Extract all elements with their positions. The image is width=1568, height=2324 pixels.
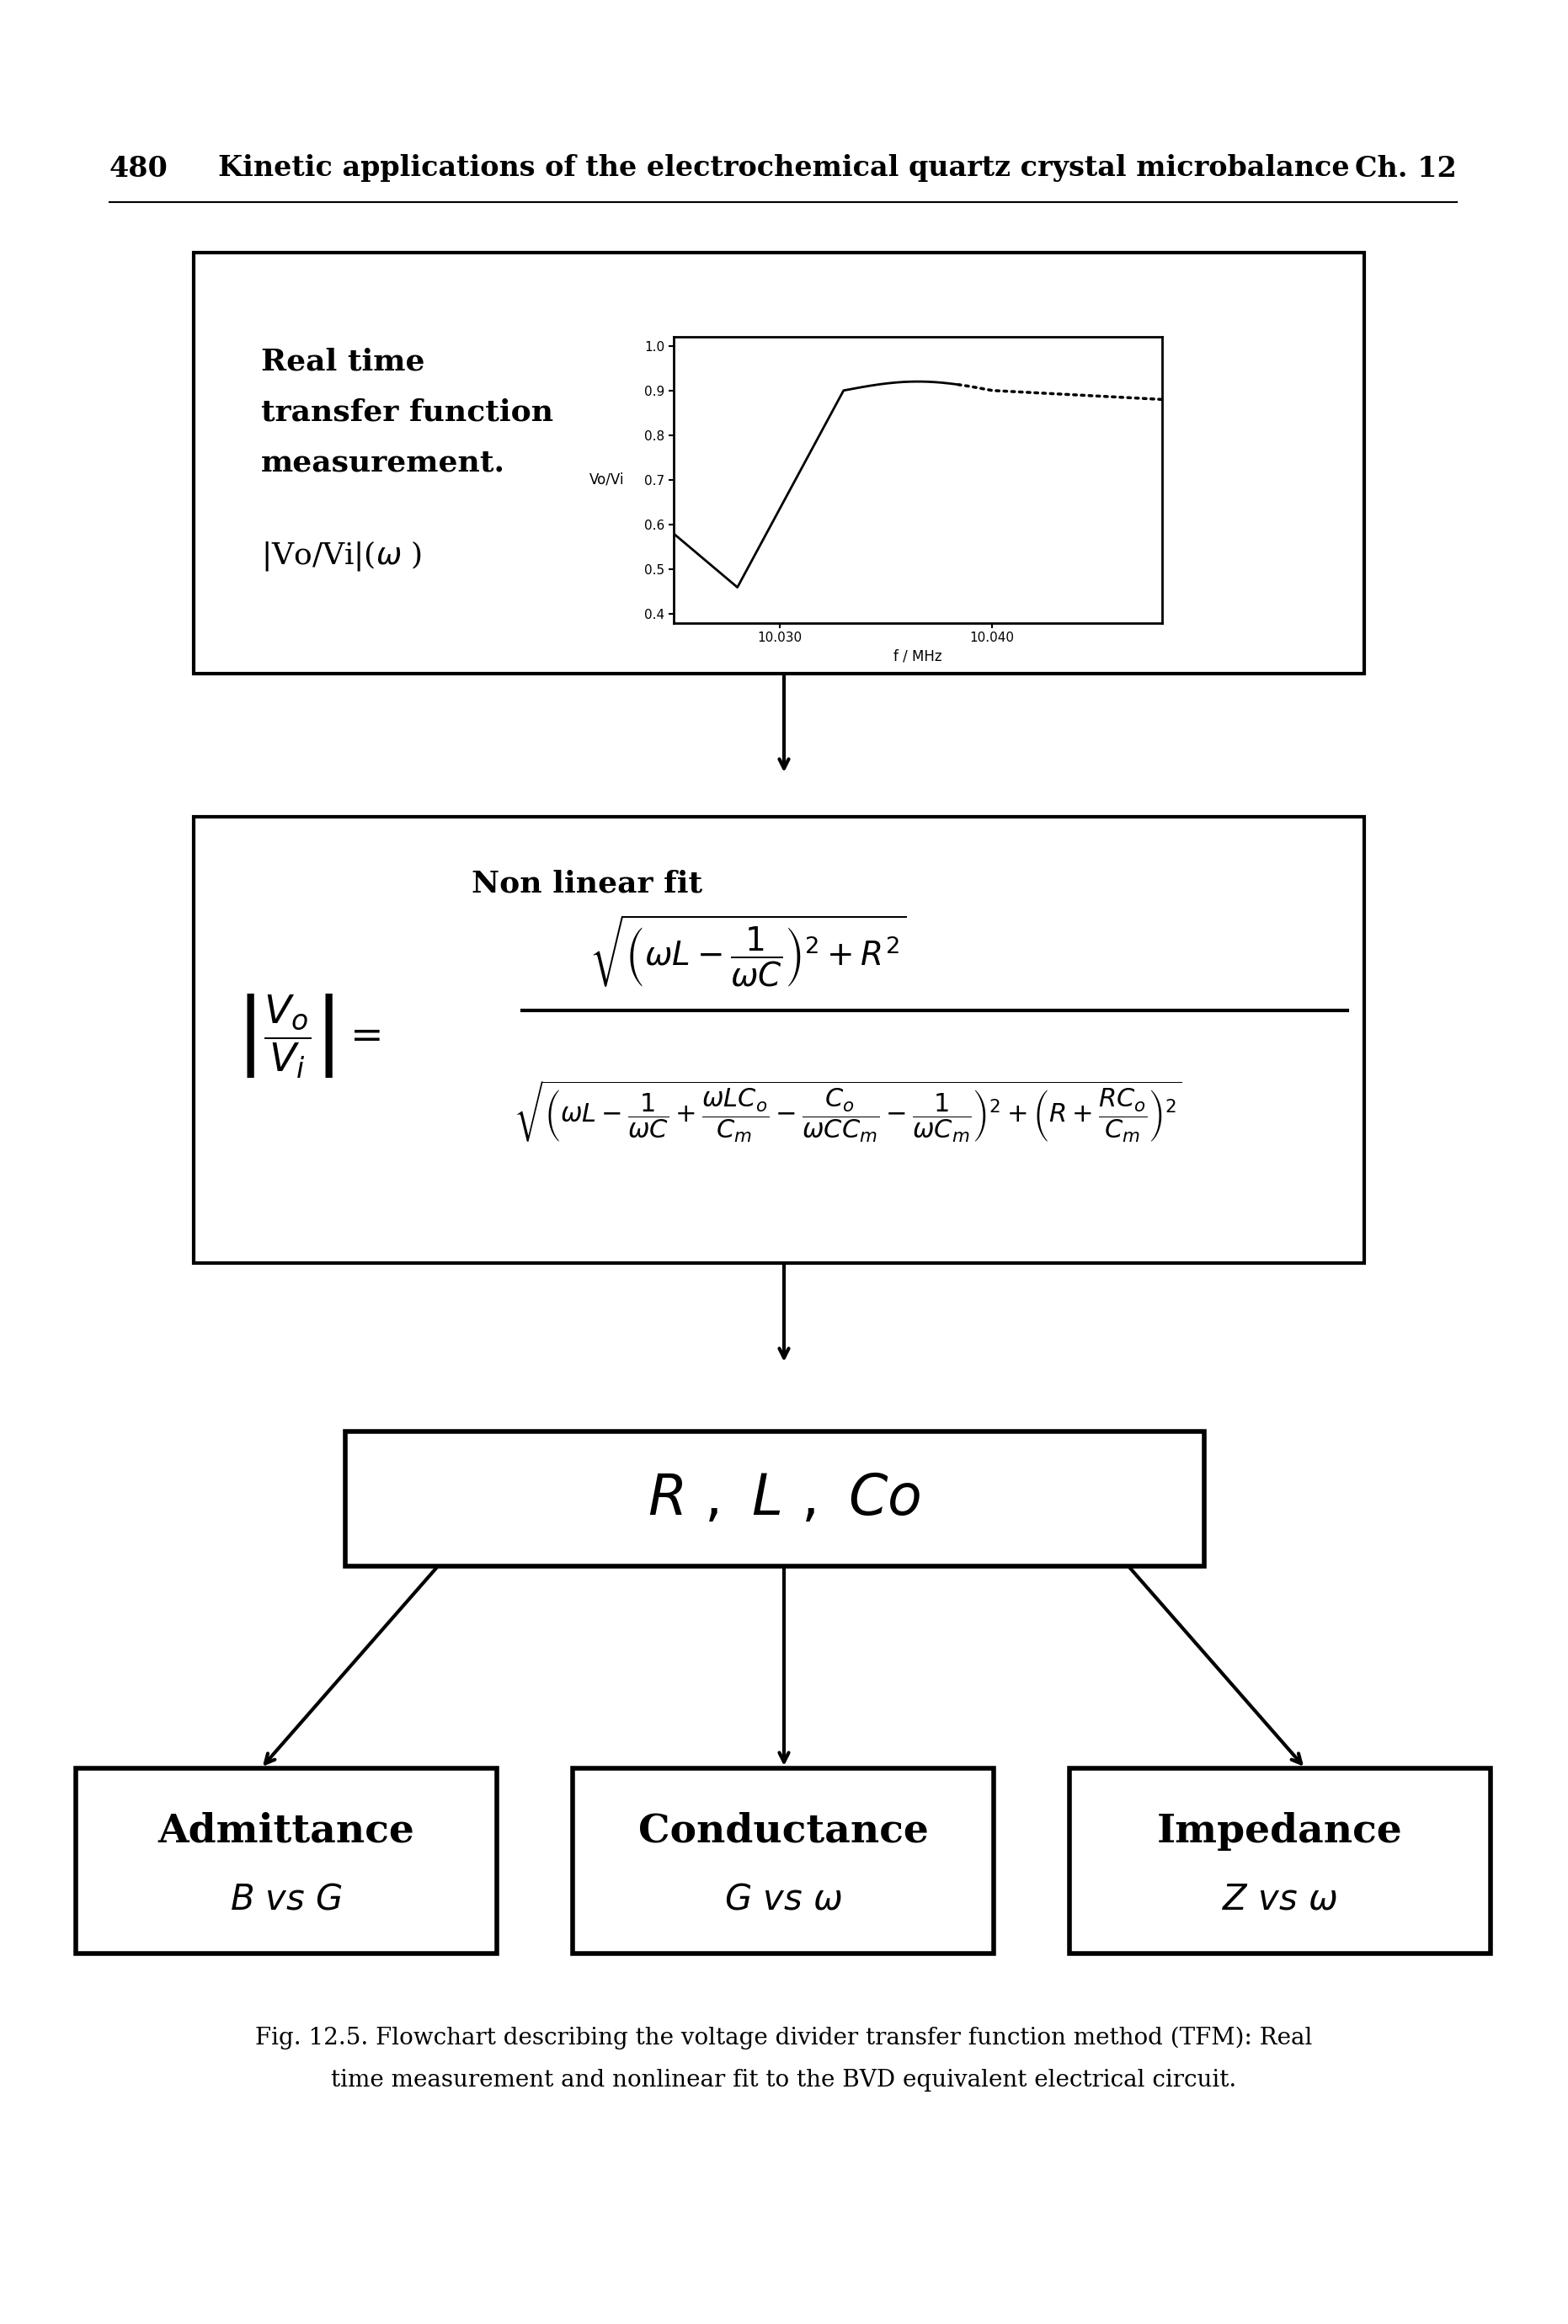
Text: Admittance: Admittance — [158, 1813, 414, 1850]
Text: $\sqrt{\left(\omega L - \dfrac{1}{\omega C} + \dfrac{\omega L C_o}{C_m} - \dfrac: $\sqrt{\left(\omega L - \dfrac{1}{\omega… — [514, 1078, 1182, 1143]
Text: $Z$ $vs$ $\omega$: $Z$ $vs$ $\omega$ — [1221, 1880, 1338, 1917]
Text: Fig. 12.5. Flowchart describing the voltage divider transfer function method (TF: Fig. 12.5. Flowchart describing the volt… — [256, 2027, 1312, 2050]
Text: $R\ ,\ L\ ,\ Co$: $R\ ,\ L\ ,\ Co$ — [648, 1471, 920, 1527]
Text: $|$Vo/Vi$|$($\omega$ ): $|$Vo/Vi$|$($\omega$ ) — [260, 539, 422, 572]
Bar — [194, 816, 1364, 1262]
Bar — [1069, 1769, 1491, 1954]
Text: Impedance: Impedance — [1157, 1813, 1403, 1850]
Text: time measurement and nonlinear fit to the BVD equivalent electrical circuit.: time measurement and nonlinear fit to th… — [331, 2068, 1237, 2092]
Text: transfer function: transfer function — [260, 397, 554, 428]
Text: $\sqrt{\left(\omega L - \dfrac{1}{\omega C}\right)^2 + R^2}$: $\sqrt{\left(\omega L - \dfrac{1}{\omega… — [590, 913, 906, 990]
Text: Ch. 12: Ch. 12 — [1355, 153, 1457, 181]
Bar — [572, 1769, 994, 1954]
X-axis label: f / MHz: f / MHz — [894, 648, 942, 665]
Text: Conductance: Conductance — [638, 1813, 928, 1850]
Text: $\left|\dfrac{V_o}{V_i}\right| =$: $\left|\dfrac{V_o}{V_i}\right| =$ — [235, 992, 381, 1078]
Y-axis label: Vo/Vi: Vo/Vi — [590, 472, 624, 488]
Text: Real time: Real time — [260, 349, 425, 376]
Text: Kinetic applications of the electrochemical quartz crystal microbalance: Kinetic applications of the electrochemi… — [218, 153, 1350, 181]
Text: measurement.: measurement. — [260, 449, 505, 476]
Text: $G$ $vs$ $\omega$: $G$ $vs$ $\omega$ — [724, 1880, 842, 1917]
Text: Non linear fit: Non linear fit — [472, 869, 702, 899]
Text: 480: 480 — [110, 153, 168, 181]
Text: $B$ $vs$ $G$: $B$ $vs$ $G$ — [230, 1880, 342, 1917]
Bar — [194, 253, 1364, 674]
Bar — [75, 1769, 497, 1954]
Bar — [345, 1432, 1204, 1566]
